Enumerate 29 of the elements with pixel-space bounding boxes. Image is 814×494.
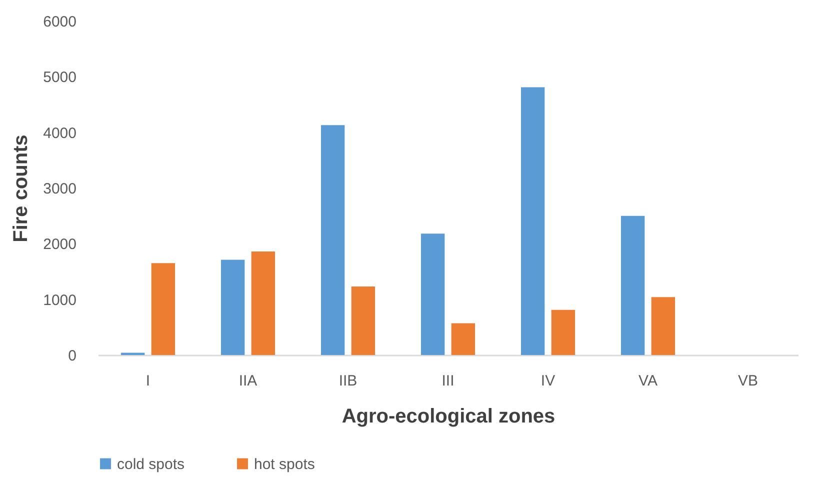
bar [221, 260, 245, 355]
x-tick-label: IIA [238, 372, 258, 390]
bar [151, 263, 175, 355]
legend-label: hot spots [254, 456, 315, 473]
x-tick-label: IIB [338, 372, 358, 390]
bar [651, 297, 675, 355]
y-tick-label: 0 [68, 348, 76, 364]
x-tick-label: VA [638, 372, 658, 390]
y-axis-title: Fire counts [10, 134, 32, 242]
y-tick-label: 6000 [43, 14, 76, 30]
bar [251, 251, 275, 355]
bar [351, 286, 375, 355]
legend-label: cold spots [117, 456, 185, 473]
y-tick-label: 1000 [43, 292, 76, 309]
bar [551, 310, 575, 355]
bar [321, 125, 345, 355]
y-tick-label: 3000 [43, 180, 76, 198]
bar [421, 234, 445, 355]
x-axis-title: Agro-ecological zones [342, 406, 556, 428]
y-tick-label: 4000 [43, 124, 76, 142]
bar [521, 87, 545, 355]
bar [451, 323, 475, 355]
x-tick-label: III [442, 372, 454, 390]
y-tick-label: 2000 [43, 236, 76, 254]
x-tick-label: IV [540, 372, 556, 390]
y-tick-label: 5000 [43, 69, 76, 86]
bar [621, 216, 645, 355]
x-tick-label: I [146, 372, 150, 390]
x-tick-label: VB [738, 372, 758, 390]
